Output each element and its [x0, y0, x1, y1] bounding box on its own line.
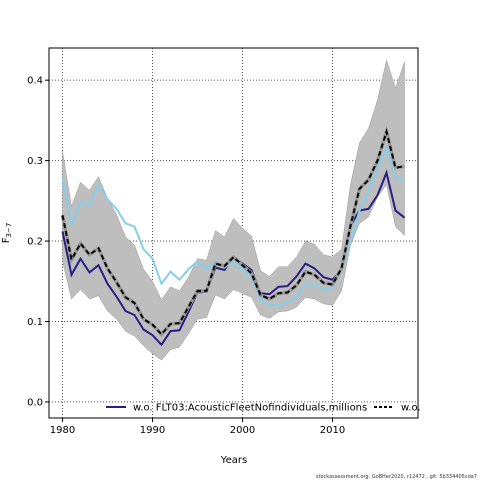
legend-label-0: w.o. FLT03:AcousticFleetNofindividuals,m… [133, 403, 367, 414]
series-line-2 [61, 127, 405, 336]
x-tick-label: 2010 [320, 425, 345, 436]
series-line-1 [61, 144, 405, 307]
legend: w.o. FLT03:AcousticFleetNofindividuals,m… [106, 403, 421, 414]
series-lines [60, 125, 406, 347]
y-tick-label: 0.1 [27, 317, 43, 328]
y-axis-label: F3−7 [1, 223, 13, 244]
x-tick-label: 2000 [230, 425, 255, 436]
y-tick-label: 0.0 [27, 397, 43, 408]
confidence-band [62, 59, 405, 361]
footer-credit: stockassessment.org, GoBHer2020, r12472 … [316, 474, 477, 480]
x-axis-label: Years [220, 455, 247, 466]
x-tick-label: 1990 [140, 425, 165, 436]
y-tick-label: 0.3 [27, 156, 43, 167]
legend-label-1: w.o. [401, 403, 421, 414]
plot-frame [48, 47, 419, 419]
y-tick-label: 0.2 [27, 237, 43, 248]
x-tick-label: 1980 [50, 425, 75, 436]
y-axis-ticks: 0.0 0.1 0.2 0.3 0.4 [27, 76, 49, 408]
x-axis-ticks: 1980 1990 2000 2010 [50, 418, 345, 436]
y-tick-label: 0.4 [27, 76, 43, 87]
